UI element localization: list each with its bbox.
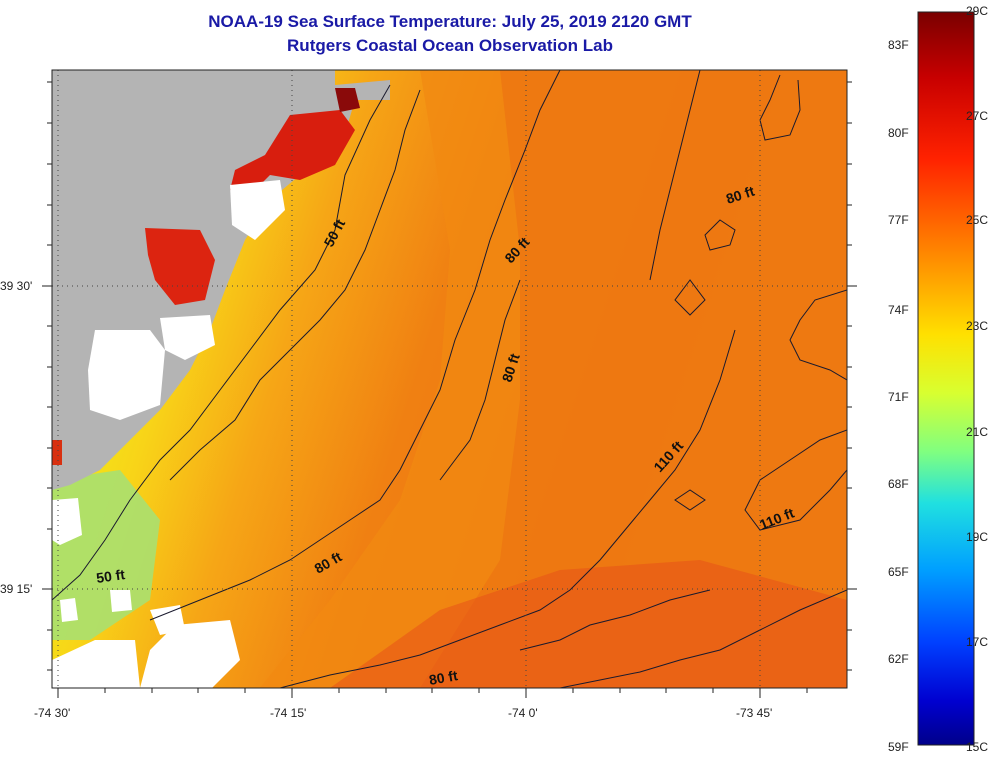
colorbar-fahrenheit-label: 68F — [888, 477, 909, 491]
colorbar-fahrenheit-label: 59F — [888, 740, 909, 754]
colorbar-fahrenheit-label: 71F — [888, 390, 909, 404]
x-tick-label: -74 15' — [270, 706, 306, 720]
colorbar-fahrenheit-label: 62F — [888, 652, 909, 666]
colorbar-celsius-label: 19C — [966, 530, 989, 544]
graticule-grid — [52, 70, 847, 688]
offshore-warm-band — [420, 70, 847, 688]
x-tick-label: -73 45' — [736, 706, 772, 720]
colorbar-celsius-label: 27C — [966, 109, 989, 123]
bay-very-hot-water — [335, 88, 360, 112]
colorbar-celsius-label: 29C — [966, 4, 989, 18]
map-title: NOAA-19 Sea Surface Temperature: July 25… — [208, 12, 692, 31]
axis-ticks — [42, 81, 857, 698]
colorbar-fahrenheit-label: 65F — [888, 565, 909, 579]
bay-hot-water-edge — [52, 440, 62, 465]
colorbar-fahrenheit-label: 77F — [888, 213, 909, 227]
colorbar-celsius-label: 15C — [966, 740, 989, 754]
y-tick-label: 39 30' — [0, 279, 32, 293]
contour-label-50ft-south: 50 ft — [95, 566, 126, 586]
colorbar-fahrenheit-label: 74F — [888, 303, 909, 317]
no-data-areas — [52, 180, 285, 688]
y-tick-label: 39 15' — [0, 582, 32, 596]
plot-frame — [51, 69, 848, 689]
colorbar-celsius-label: 23C — [966, 319, 989, 333]
x-tick-label: -74 30' — [34, 706, 70, 720]
colorbar-fahrenheit-label: 80F — [888, 126, 909, 140]
x-tick-label: -74 0' — [508, 706, 538, 720]
map-subtitle: Rutgers Coastal Ocean Observation Lab — [287, 36, 613, 55]
colorbar-celsius-label: 21C — [966, 425, 989, 439]
southern-warm-patch — [330, 560, 847, 688]
contour-label-80ft-south: 80 ft — [428, 667, 459, 688]
temperature-colorbar — [917, 11, 975, 746]
colorbar-celsius-label: 25C — [966, 213, 989, 227]
bay-hot-water-north — [230, 110, 355, 195]
bathymetry-contours — [52, 70, 847, 688]
colorbar-celsius-label: 17C — [966, 635, 989, 649]
colorbar-fahrenheit-label: 83F — [888, 38, 909, 52]
